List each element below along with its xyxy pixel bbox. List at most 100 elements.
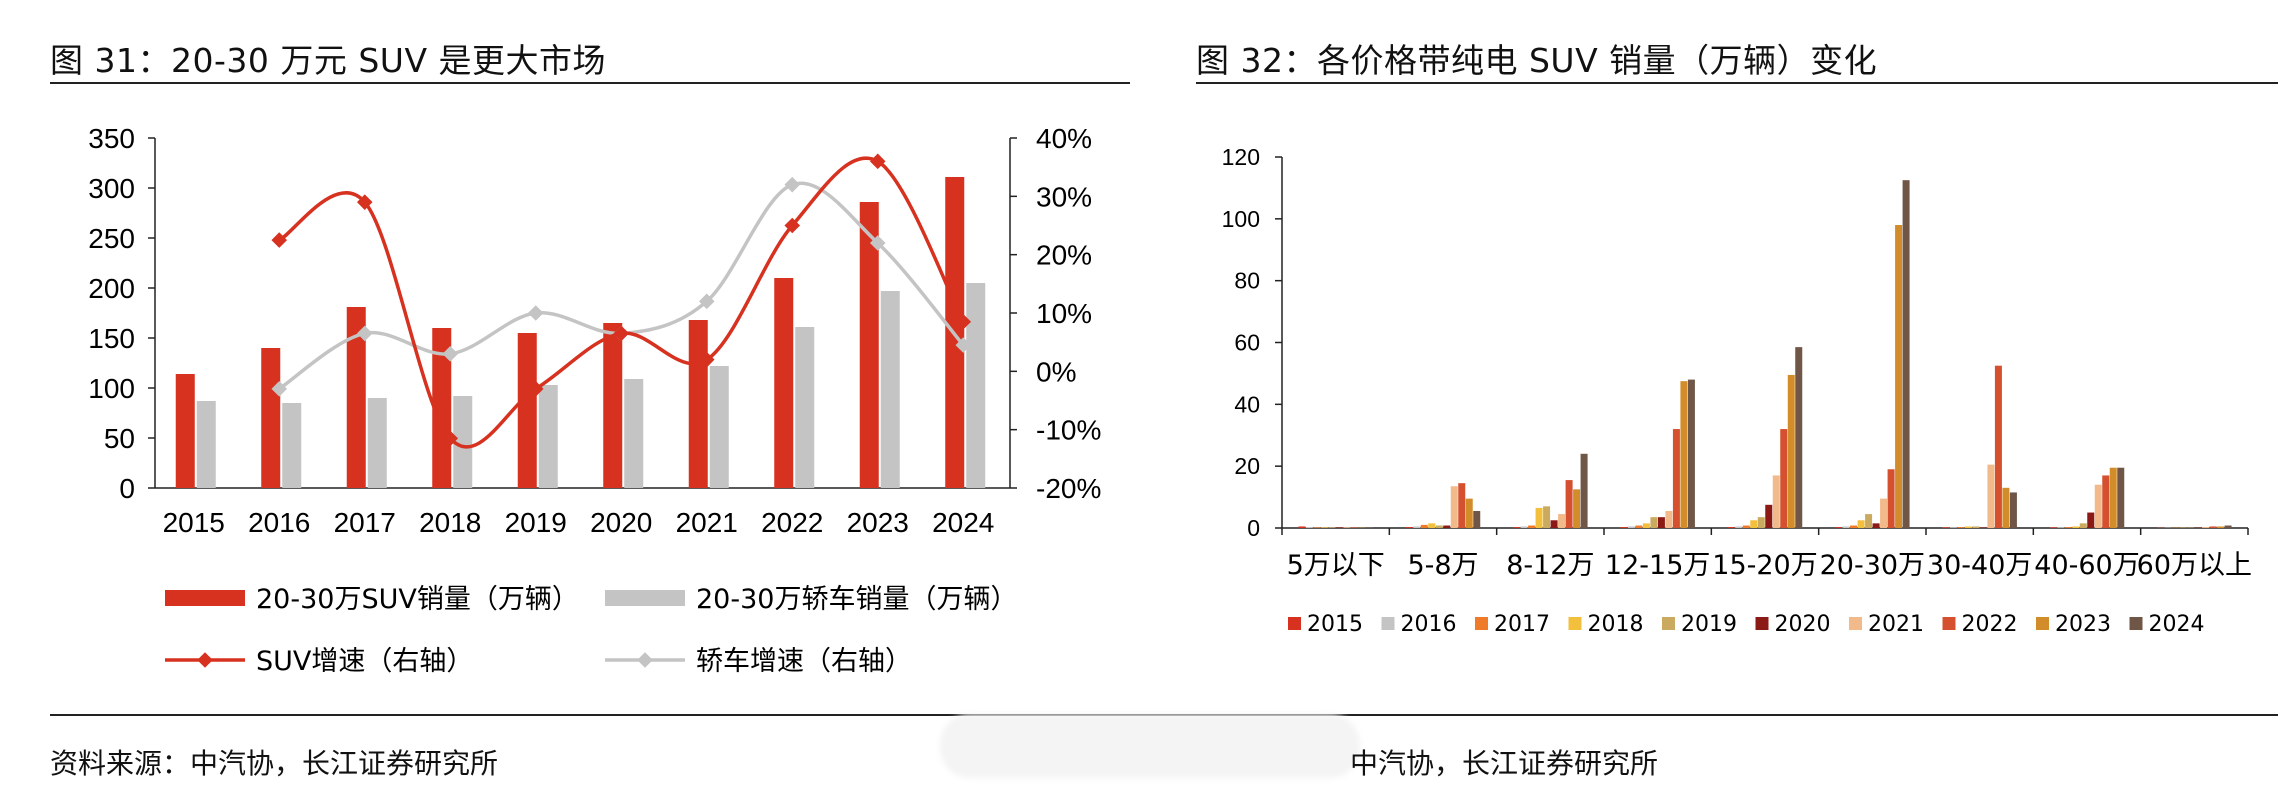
bar-year-2017 bbox=[1420, 524, 1428, 528]
bar-year-2019 bbox=[1543, 506, 1551, 528]
left-y-tick-label: 50 bbox=[104, 423, 135, 454]
bar-year-2024 bbox=[1795, 347, 1803, 528]
x-tick-label: 2020 bbox=[590, 507, 652, 538]
x-tick-label: 8-12万 bbox=[1506, 550, 1594, 581]
bar-year-2019 bbox=[1328, 527, 1336, 528]
bar-year-2016 bbox=[1413, 526, 1421, 528]
right-y-tick-label: 0% bbox=[1036, 356, 1076, 387]
legend-swatch bbox=[1568, 617, 1582, 630]
bar-year-2020 bbox=[1765, 504, 1773, 528]
bar-sedan-sales bbox=[709, 366, 729, 488]
x-tick-label: 2019 bbox=[505, 507, 567, 538]
left-y-tick-label: 0 bbox=[119, 473, 135, 504]
bar-year-2022 bbox=[1458, 483, 1466, 528]
bar-sedan-sales bbox=[880, 291, 900, 488]
bar-year-2021 bbox=[1987, 464, 1995, 528]
bar-year-2024 bbox=[1473, 510, 1481, 528]
legend-label: 2018 bbox=[1588, 612, 1644, 637]
bar-year-2024 bbox=[2117, 467, 2125, 528]
bar-year-2023 bbox=[2109, 467, 2117, 528]
x-tick-label: 60万以上 bbox=[2137, 550, 2252, 581]
bar-year-2020 bbox=[1550, 520, 1558, 528]
legend-swatch bbox=[2036, 617, 2049, 630]
marker-sedan-growth bbox=[784, 176, 801, 193]
bar-year-2017 bbox=[2064, 527, 2072, 528]
bar-suv-sales bbox=[859, 202, 879, 488]
bar-year-2017 bbox=[1635, 525, 1643, 528]
bar-year-2024 bbox=[1580, 453, 1588, 528]
y-tick-label: 80 bbox=[1234, 268, 1260, 294]
y-tick-label: 20 bbox=[1234, 453, 1260, 479]
bar-year-2016 bbox=[1735, 526, 1743, 528]
bar-year-2015 bbox=[1298, 526, 1306, 528]
bar-year-2023 bbox=[1680, 381, 1688, 528]
legend-label: 2015 bbox=[1307, 612, 1363, 637]
legend-label: 2017 bbox=[1494, 612, 1550, 637]
bar-year-2024 bbox=[2009, 492, 2017, 528]
bar-suv-sales bbox=[603, 323, 623, 488]
legend-label: 2019 bbox=[1681, 612, 1737, 637]
bar-year-2021 bbox=[2202, 527, 2210, 528]
bar-suv-sales bbox=[517, 333, 537, 488]
bar-year-2018 bbox=[1535, 507, 1543, 528]
bar-year-2018 bbox=[1964, 526, 1972, 528]
marker-suv-growth bbox=[784, 217, 801, 234]
bar-year-2022 bbox=[2102, 475, 2110, 528]
legend-chart-31: 20-30万SUV销量（万辆） 20-30万轿车销量（万辆） SUV增速（右轴） 轿车… bbox=[165, 584, 1017, 677]
bar-sedan-sales bbox=[453, 396, 473, 488]
x-tick-label: 5万以下 bbox=[1287, 550, 1385, 581]
bar-year-2019 bbox=[1972, 526, 1980, 528]
bar-year-2015 bbox=[1513, 527, 1521, 528]
bar-year-2016 bbox=[1627, 526, 1635, 528]
bar-sedan-sales bbox=[966, 283, 986, 488]
bar-suv-sales bbox=[175, 374, 195, 488]
bar-year-2018 bbox=[1857, 520, 1865, 528]
bar-suv-sales bbox=[261, 348, 281, 488]
x-tick-label: 30-40万 bbox=[1927, 550, 2032, 581]
y-tick-label: 60 bbox=[1234, 330, 1260, 356]
marker-suv-growth bbox=[356, 194, 373, 210]
bar-suv-sales bbox=[432, 328, 452, 488]
legend-swatch bbox=[1288, 617, 1301, 630]
bar-sedan-sales bbox=[624, 379, 644, 488]
left-y-tick-label: 100 bbox=[88, 373, 135, 404]
bar-year-2020 bbox=[1979, 527, 1987, 528]
left-y-tick-label: 250 bbox=[88, 223, 135, 254]
x-tick-label: 2023 bbox=[847, 507, 909, 538]
bar-year-2020 bbox=[1872, 523, 1880, 528]
x-tick-label: 2015 bbox=[163, 507, 225, 538]
legend-marker bbox=[637, 652, 653, 668]
legend-swatch bbox=[2129, 617, 2143, 630]
legend-label: 20-30万轿车销量（万辆） bbox=[696, 584, 1017, 615]
legend-label: 20-30万SUV销量（万辆） bbox=[256, 584, 579, 615]
bar-year-2022 bbox=[1350, 527, 1358, 528]
left-y-tick-label: 350 bbox=[88, 123, 135, 154]
chart-ev-suv-price-bands: 0 20 40 60 80 100 120 5万以下 5-8万 8-12万 12-15万 15-20万… bbox=[1222, 144, 2252, 637]
legend-swatch bbox=[165, 590, 245, 606]
bar-year-2015 bbox=[1405, 527, 1413, 528]
right-y-tick-label: -10% bbox=[1036, 415, 1101, 446]
x-tick-label: 2016 bbox=[248, 507, 310, 538]
bar-year-2020 bbox=[1335, 527, 1343, 528]
left-y-tick-label: 200 bbox=[88, 273, 135, 304]
right-chart-title: 图 32：各价格带纯电 SUV 销量（万辆）变化 bbox=[1196, 41, 1878, 80]
bar-year-2022 bbox=[1672, 429, 1680, 528]
left-y-tick-label: 150 bbox=[88, 323, 135, 354]
bar-year-2015 bbox=[1727, 527, 1735, 528]
legend-label: 2022 bbox=[1962, 612, 2018, 637]
right-y-tick-label: 10% bbox=[1036, 298, 1092, 329]
watermark-blur bbox=[940, 714, 1360, 778]
bar-year-2023 bbox=[1573, 489, 1581, 528]
bar-year-2016 bbox=[2057, 527, 2065, 528]
bar-sedan-sales bbox=[196, 401, 216, 488]
legend-label: 2016 bbox=[1401, 612, 1457, 637]
bar-year-2021 bbox=[1772, 475, 1780, 528]
legend-label: 2021 bbox=[1868, 612, 1924, 637]
bar-year-2022 bbox=[1565, 480, 1573, 528]
x-tick-label: 20-30万 bbox=[1820, 550, 1925, 581]
bar-year-2023 bbox=[1895, 225, 1903, 528]
bar-year-2020 bbox=[1657, 517, 1665, 528]
legend-label: 2023 bbox=[2055, 612, 2111, 637]
marker-suv-growth bbox=[271, 232, 288, 248]
legend-swatch bbox=[1662, 617, 1675, 630]
